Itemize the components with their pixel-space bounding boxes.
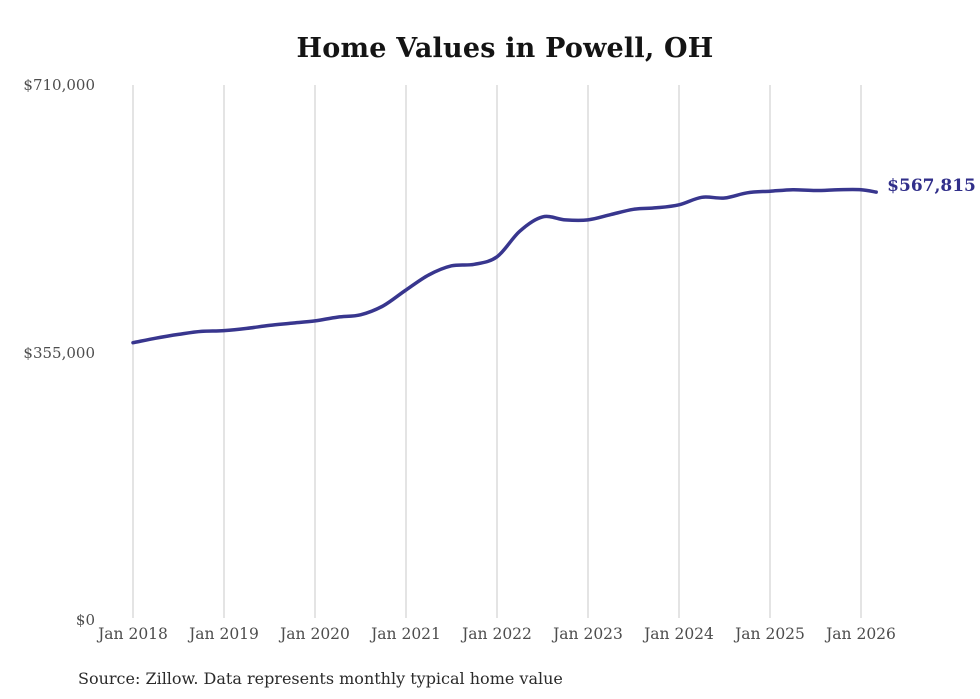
x-axis-tick-label: Jan 2019 [189,625,259,643]
source-note: Source: Zillow. Data represents monthly … [78,669,563,688]
x-axis-tick-label: Jan 2018 [98,625,168,643]
y-axis-tick-label: $710,000 [23,76,95,94]
x-axis-tick-label: Jan 2023 [553,625,623,643]
latest-value-label: $567,815 [887,176,976,197]
chart-title: Home Values in Powell, OH [296,33,714,64]
x-axis-tick-label: Jan 2022 [462,625,532,643]
y-axis-tick-label: $355,000 [23,343,95,362]
x-axis-tick-label: Jan 2021 [371,625,441,643]
x-axis-tick-label: Jan 2026 [826,625,896,643]
home-value-line [131,187,878,345]
x-axis-tick-label: Jan 2020 [280,625,350,643]
x-axis-tick-label: Jan 2025 [735,625,805,643]
x-axis-tick-label: Jan 2024 [644,625,714,643]
y-axis-tick-label: $0 [75,611,95,629]
vertical-gridlines [132,85,862,618]
